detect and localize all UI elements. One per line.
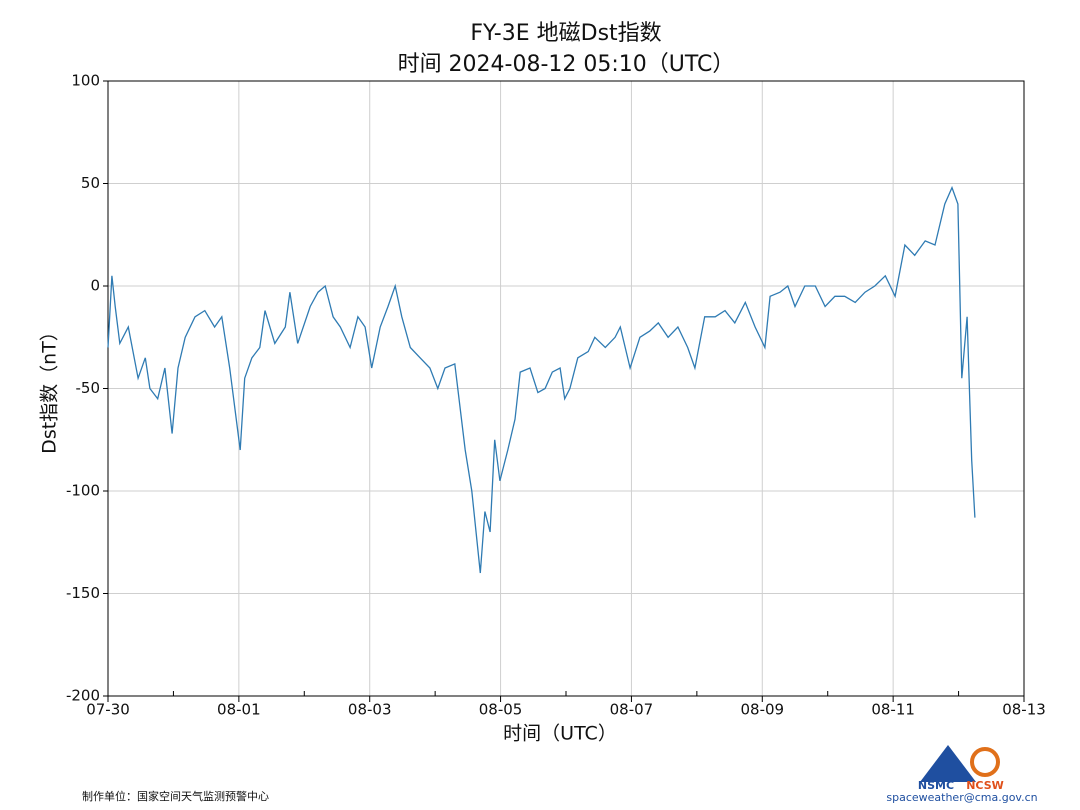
y-tick-label: -200	[66, 687, 100, 705]
x-tick-label: 07-30	[86, 701, 130, 719]
email: spaceweather@cma.gov.cn	[886, 791, 1037, 804]
y-tick-label: 0	[90, 277, 100, 295]
y-tick-label: -150	[66, 584, 100, 602]
logo-left-text: NSMC	[918, 779, 954, 792]
dst-line	[107, 185, 976, 574]
y-axis-label: Dst指数（nT）	[39, 322, 61, 454]
chart-subtitle: 时间 2024-08-12 05:10（UTC）	[398, 52, 735, 77]
y-tick-label: 100	[71, 72, 100, 90]
x-tick-label: 08-13	[1002, 701, 1046, 719]
y-tick-label: 50	[81, 174, 100, 192]
x-axis-label: 时间（UTC）	[503, 723, 617, 745]
chart-title: FY-3E 地磁Dst指数	[470, 21, 661, 46]
y-tick-label: -50	[76, 379, 101, 397]
y-tick-label: -100	[66, 482, 100, 500]
x-tick-label: 08-01	[217, 701, 261, 719]
x-tick-label: 08-07	[610, 701, 654, 719]
producer: 制作单位：国家空间天气监测预警中心	[82, 789, 269, 803]
x-tick-label: 08-09	[740, 701, 784, 719]
x-tick-label: 08-03	[348, 701, 392, 719]
logo-right-text: NCSW	[966, 779, 1004, 792]
x-tick-label: 08-11	[871, 701, 915, 719]
plot-frame	[107, 80, 1025, 697]
logo-ncsw	[970, 747, 1000, 777]
logo-nsmc	[920, 745, 976, 782]
x-tick-label: 08-05	[479, 701, 523, 719]
